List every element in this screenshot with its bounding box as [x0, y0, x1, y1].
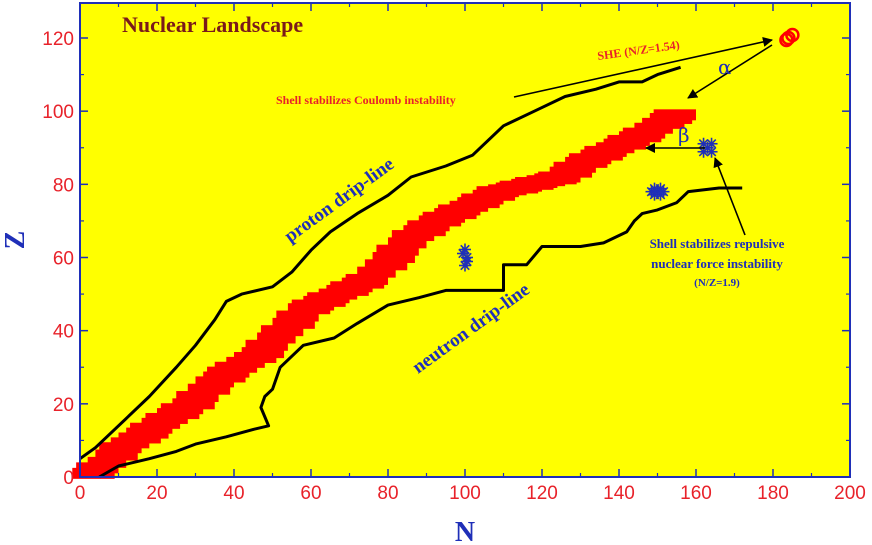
- y-tick-label: 0: [63, 468, 74, 489]
- x-tick-label: 140: [603, 483, 635, 504]
- y-tick-label: 120: [42, 29, 74, 50]
- y-tick-label: 100: [42, 102, 74, 123]
- y-tick-label: 60: [53, 249, 74, 270]
- repulsive-arrow: [713, 157, 746, 236]
- x-axis-title: N: [455, 517, 475, 545]
- stable-nuclei-band: [72, 109, 696, 479]
- x-tick-label: 80: [377, 483, 398, 504]
- she-arrow: [513, 37, 773, 98]
- x-tick-label: 160: [680, 483, 712, 504]
- stable-band-block: [257, 332, 296, 344]
- stable-band-block: [241, 347, 285, 359]
- islands-of-stability: [457, 27, 800, 272]
- island-star: [654, 188, 667, 201]
- stable-band-block: [388, 237, 427, 249]
- axis-ticks: 0 20 40 60 80 100 120 140 160 180 200 0 20 40 60 80 100 1…: [42, 3, 866, 504]
- repulsive-label-line1: Shell stabilizes repulsive: [650, 236, 785, 251]
- y-tick-label: 20: [53, 395, 74, 416]
- stable-band-block: [176, 391, 219, 403]
- beta-symbol: β: [678, 123, 690, 147]
- stable-band-block: [95, 449, 138, 461]
- x-tick-label: 120: [526, 483, 558, 504]
- alpha-arrow: [687, 44, 773, 99]
- stable-band-block: [357, 266, 396, 278]
- stable-band-block: [276, 310, 319, 322]
- island-star: [705, 145, 718, 158]
- proton-drip-line-line: [79, 65, 682, 460]
- x-tick-label: 60: [300, 483, 321, 504]
- stable-band-block: [653, 109, 696, 121]
- stable-band-block: [172, 398, 215, 410]
- x-tick-label: 100: [449, 483, 481, 504]
- island-star: [461, 255, 473, 268]
- y-tick-label: 40: [53, 322, 74, 343]
- x-tick-label: 200: [834, 483, 866, 504]
- coulomb-label: Shell stabilizes Coulomb instability: [276, 93, 456, 107]
- drip-lines: [79, 65, 743, 479]
- y-axis-title: Z: [0, 231, 31, 250]
- she-marker: [779, 32, 794, 48]
- stable-band-block: [376, 244, 419, 256]
- x-tick-label: 0: [75, 483, 86, 504]
- alpha-symbol: α: [718, 55, 732, 79]
- x-tick-label: 40: [223, 483, 244, 504]
- stable-band-block: [364, 259, 408, 271]
- stable-band-block: [345, 273, 388, 285]
- stable-band-block: [372, 252, 415, 263]
- repulsive-label-line3: (N/Z=1.9): [694, 277, 740, 289]
- y-tick-label: 80: [53, 175, 74, 196]
- neutron-drip-line-line: [98, 186, 743, 479]
- stable-band-block: [87, 456, 127, 468]
- chart-title: Nuclear Landscape: [122, 12, 303, 37]
- x-tick-label: 180: [757, 483, 789, 504]
- stable-band-block: [272, 317, 315, 329]
- stable-band-block: [260, 325, 304, 337]
- annotation-arrows: [513, 37, 773, 236]
- repulsive-label-line2: nuclear force instability: [651, 256, 783, 271]
- stable-band-block: [187, 383, 231, 395]
- x-tick-label: 20: [146, 483, 167, 504]
- stable-band-block: [245, 339, 288, 351]
